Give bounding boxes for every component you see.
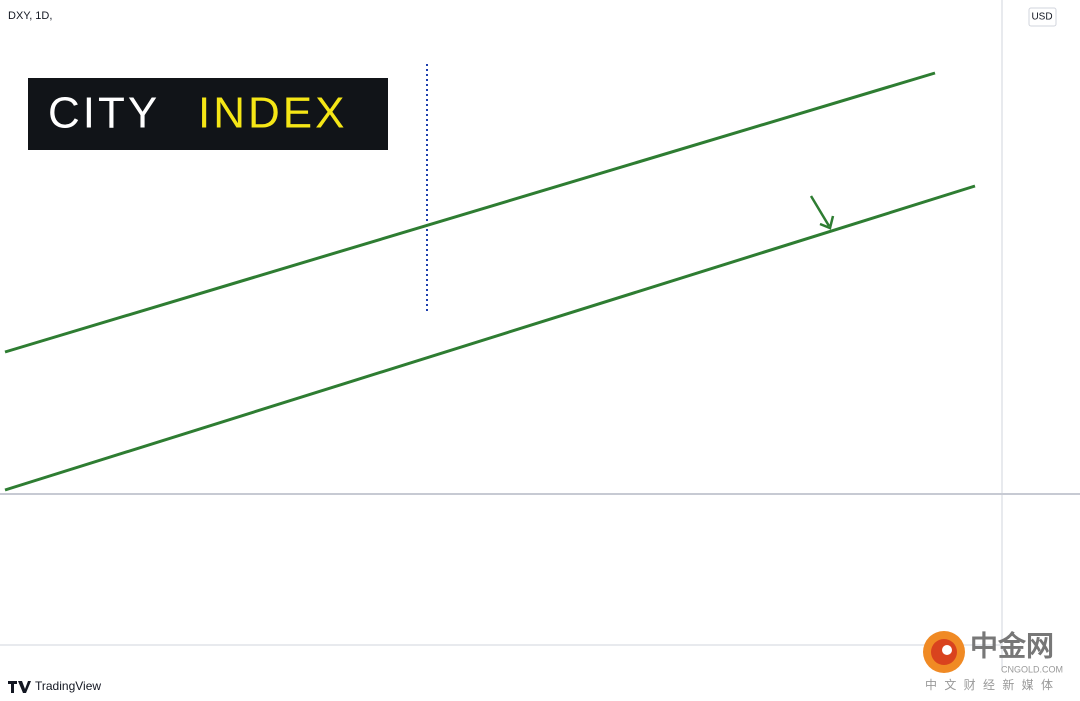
- channel-upper: [4, 71, 936, 354]
- watermark-title: 中金网: [970, 629, 1054, 661]
- currency: USD: [1031, 12, 1052, 23]
- channel-lower: [4, 184, 976, 492]
- currency-box: [1028, 7, 1057, 27]
- watermark-tagline: 中 文 财 经 新 媒 体: [925, 677, 1055, 692]
- tv-logo: [8, 681, 31, 693]
- logo-right: INDEX: [198, 89, 347, 138]
- symbol: DXY, 1D,: [8, 10, 52, 22]
- brand: TradingView: [35, 679, 101, 693]
- watermark-logo-dot: [942, 645, 952, 655]
- logo-left: CITY: [48, 89, 160, 138]
- logo-box: [28, 78, 388, 150]
- arrow: [809, 195, 835, 230]
- watermark-url: CNGOLD.COM: [1001, 664, 1063, 674]
